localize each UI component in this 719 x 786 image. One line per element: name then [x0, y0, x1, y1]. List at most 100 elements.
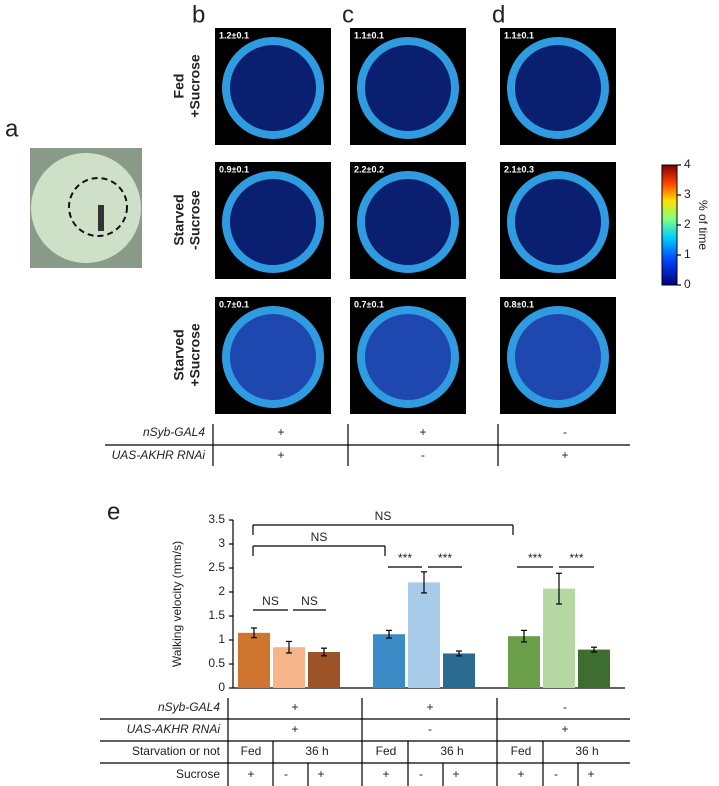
sig-label: NS: [301, 594, 318, 608]
bar: [543, 588, 575, 688]
panel-label: e: [107, 498, 120, 525]
heatmap-floor: [364, 313, 452, 401]
heatmap-ring: [357, 37, 459, 139]
heatmap-value: 0.7±0.1: [219, 299, 249, 309]
heatmap-ring: [507, 306, 609, 408]
arena-disc: [31, 153, 141, 263]
heatmap-value: 0.8±0.1: [504, 299, 534, 309]
bar: [578, 649, 610, 688]
table-cell: +: [426, 700, 433, 714]
colorbar-tick-label: 0: [684, 277, 691, 291]
row-header: UAS-AKHR RNAi: [127, 722, 221, 736]
fly: [98, 205, 104, 231]
table-cell: -: [428, 722, 432, 736]
colorbar-tick-label: 4: [684, 157, 691, 171]
row-header: nSyb-GAL4: [158, 700, 220, 714]
heatmap-floor: [229, 313, 317, 401]
heatmap-ring: [507, 171, 609, 273]
sig-label: NS: [311, 530, 328, 544]
table-cell: -: [563, 700, 567, 714]
y-tick-label: 2.5: [208, 560, 225, 574]
heatmap-value: 1.1±0.1: [504, 30, 534, 40]
table-cell: +: [277, 448, 284, 462]
table-cell: +: [561, 448, 568, 462]
heatmap-floor: [364, 44, 452, 132]
heatmap-value: 0.9±0.1: [219, 164, 249, 174]
row-label: Starved: [171, 329, 187, 380]
table-cell: Fed: [511, 744, 532, 758]
table-cell: +: [452, 767, 459, 781]
heatmap-value: 1.2±0.1: [219, 30, 249, 40]
y-tick-label: 0: [218, 680, 225, 694]
sig-label: ***: [398, 551, 412, 565]
y-tick-label: 3: [218, 536, 225, 550]
colorbar-tick-label: 1: [684, 247, 691, 261]
row-header: nSyb-GAL4: [143, 425, 205, 439]
y-tick-label: 2: [218, 584, 225, 598]
bar: [443, 653, 475, 688]
heatmap-floor: [514, 44, 602, 132]
table-cell: +: [247, 767, 254, 781]
heatmap-value: 2.1±0.3: [504, 164, 534, 174]
table-cell: +: [291, 722, 298, 736]
bar: [308, 652, 340, 688]
table-cell: -: [419, 767, 423, 781]
row-header: UAS-AKHR RNAi: [112, 448, 206, 462]
colorbar-tick-label: 3: [684, 187, 691, 201]
row-label: +Sucrose: [187, 323, 203, 387]
y-tick-label: 1: [218, 632, 225, 646]
table-cell: Fed: [376, 744, 397, 758]
heatmap-ring: [357, 171, 459, 273]
heatmap-ring: [222, 37, 324, 139]
row-label: Fed: [171, 74, 187, 99]
y-tick-label: 0.5: [208, 656, 225, 670]
table-cell: -: [421, 448, 425, 462]
colorbar: [661, 164, 678, 286]
panel-label: b: [192, 1, 205, 28]
heatmap-ring: [507, 37, 609, 139]
panel-label: d: [492, 1, 505, 28]
heatmap-value: 1.1±0.1: [354, 30, 384, 40]
table-cell: +: [587, 767, 594, 781]
heatmap-floor: [364, 178, 452, 266]
heatmap-ring: [222, 306, 324, 408]
panel-label: a: [5, 115, 19, 142]
table-cell: 36 h: [305, 744, 328, 758]
sig-label: ***: [569, 551, 583, 565]
bar: [273, 647, 305, 688]
colorbar-tick-label: 2: [684, 217, 691, 231]
heatmap-floor: [229, 178, 317, 266]
sig-label: NS: [262, 594, 279, 608]
heatmap-ring: [357, 306, 459, 408]
table-cell: 36 h: [575, 744, 598, 758]
bar: [373, 634, 405, 688]
row-label: +Sucrose: [187, 54, 203, 118]
table-cell: +: [291, 700, 298, 714]
row-label: Starved: [171, 194, 187, 245]
sig-label: ***: [438, 551, 452, 565]
table-cell: 36 h: [440, 744, 463, 758]
sig-label: NS: [375, 509, 392, 523]
heatmap-floor: [514, 313, 602, 401]
table-cell: Fed: [241, 744, 262, 758]
table-cell: +: [561, 722, 568, 736]
heatmap-floor: [514, 178, 602, 266]
heatmap-ring: [222, 171, 324, 273]
bar: [238, 632, 270, 688]
table-cell: +: [517, 767, 524, 781]
heatmap-value: 0.7±0.1: [354, 299, 384, 309]
arena-circle: [68, 177, 128, 237]
bar: [508, 636, 540, 688]
table-cell: -: [284, 767, 288, 781]
table-cell: +: [277, 425, 284, 439]
table-cell: +: [317, 767, 324, 781]
table-cell: +: [419, 425, 426, 439]
sig-label: ***: [528, 551, 542, 565]
row-header: Starvation or not: [132, 744, 221, 758]
y-axis-label: Walking velocity (mm/s): [170, 541, 184, 667]
row-label: -Sucrose: [187, 190, 203, 250]
table-cell: -: [563, 425, 567, 439]
y-tick-label: 3.5: [208, 512, 225, 526]
row-header: Sucrose: [176, 767, 220, 781]
